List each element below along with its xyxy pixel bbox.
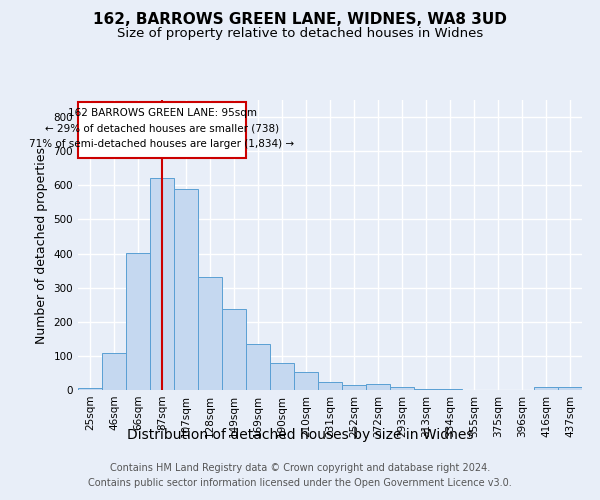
Text: Contains HM Land Registry data © Crown copyright and database right 2024.
Contai: Contains HM Land Registry data © Crown c…	[88, 462, 512, 487]
Bar	[78, 388, 102, 390]
Text: ← 29% of detached houses are smaller (738): ← 29% of detached houses are smaller (73…	[45, 124, 279, 134]
Bar	[318, 382, 342, 390]
Text: 162 BARROWS GREEN LANE: 95sqm: 162 BARROWS GREEN LANE: 95sqm	[67, 108, 257, 118]
Text: Distribution of detached houses by size in Widnes: Distribution of detached houses by size …	[127, 428, 473, 442]
Bar	[270, 363, 294, 390]
Bar	[534, 388, 558, 390]
Text: 162, BARROWS GREEN LANE, WIDNES, WA8 3UD: 162, BARROWS GREEN LANE, WIDNES, WA8 3UD	[93, 12, 507, 28]
Bar	[126, 252, 150, 390]
Bar	[222, 309, 246, 390]
Bar	[390, 388, 414, 390]
Bar	[198, 278, 222, 390]
Bar	[150, 178, 174, 390]
Bar	[102, 354, 126, 390]
Text: 71% of semi-detached houses are larger (1,834) →: 71% of semi-detached houses are larger (…	[29, 139, 295, 149]
Bar	[78, 102, 246, 158]
Bar	[558, 386, 582, 390]
Bar	[174, 188, 198, 390]
Text: Size of property relative to detached houses in Widnes: Size of property relative to detached ho…	[117, 28, 483, 40]
Y-axis label: Number of detached properties: Number of detached properties	[35, 146, 48, 344]
Bar	[414, 389, 438, 390]
Bar	[246, 344, 270, 390]
Bar	[366, 384, 390, 390]
Bar	[294, 372, 318, 390]
Bar	[342, 385, 366, 390]
